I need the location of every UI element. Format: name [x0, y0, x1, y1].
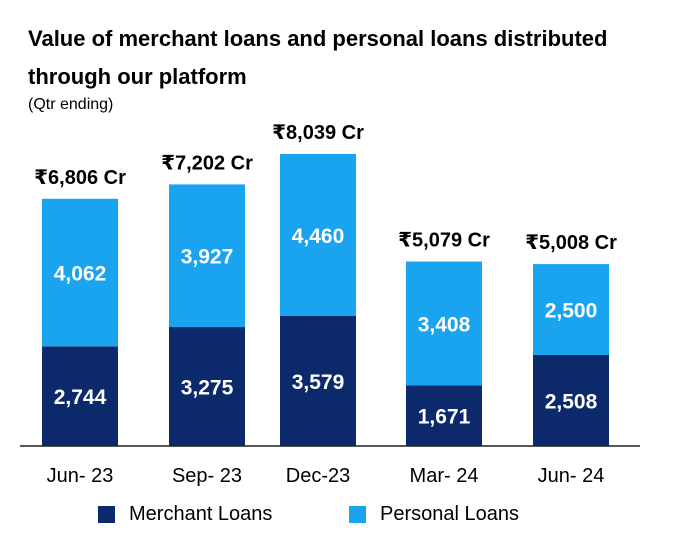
total-label-2: ₹7,202 Cr: [161, 152, 253, 174]
data-label-personal-1: 4,062: [54, 263, 107, 286]
data-label-personal-2: 3,927: [181, 246, 234, 269]
legend-item-personal: Personal Loans: [349, 503, 519, 526]
bar-merchant-2: [169, 327, 245, 446]
x-tick-label-1: Jun- 23: [47, 465, 114, 487]
bar-personal-3: [280, 154, 356, 317]
data-label-merchant-5: 2,508: [545, 390, 598, 413]
legend-label-merchant: Merchant Loans: [129, 503, 273, 525]
data-label-merchant-4: 1,671: [418, 406, 471, 429]
data-label-personal-5: 2,500: [545, 299, 598, 322]
x-tick-label-5: Jun- 24: [538, 465, 605, 487]
bar-merchant-1: [42, 346, 118, 446]
legend-label-personal: Personal Loans: [380, 503, 519, 525]
chart-subtitle: (Qtr ending): [28, 96, 114, 113]
total-label-5: ₹5,008 Cr: [525, 232, 617, 254]
total-label-1: ₹6,806 Cr: [34, 167, 126, 189]
x-tick-label-3: Dec-23: [286, 465, 350, 487]
x-tick-label-2: Sep- 23: [172, 465, 242, 487]
bar-personal-1: [42, 198, 118, 347]
total-label-4: ₹5,079 Cr: [398, 230, 490, 252]
x-tick-label-4: Mar- 24: [410, 465, 479, 487]
data-label-merchant-3: 3,579: [292, 371, 345, 394]
bar-personal-2: [169, 184, 245, 328]
total-label-3: ₹8,039 Cr: [272, 122, 364, 144]
legend-item-merchant: Merchant Loans: [98, 503, 272, 526]
bar-personal-4: [406, 261, 482, 386]
chart-title: Value of merchant loans and personal loa…: [28, 26, 608, 89]
legend: Merchant Loans Personal Loans: [0, 503, 686, 529]
data-label-personal-3: 4,460: [292, 225, 345, 248]
legend-swatch-merchant: [98, 506, 115, 523]
bar-personal-5: [533, 264, 609, 355]
data-label-merchant-1: 2,744: [54, 386, 107, 409]
bar-merchant-3: [280, 316, 356, 446]
stacked-bar-chart: 2,744 4,062 ₹6,806 Cr Jun- 23 3,275 3,927 ₹7,2…: [20, 122, 640, 487]
legend-swatch-personal: [349, 506, 366, 523]
data-label-personal-4: 3,408: [418, 313, 471, 336]
bar-merchant-4: [406, 385, 482, 446]
bar-merchant-5: [533, 354, 609, 446]
data-label-merchant-2: 3,275: [181, 377, 234, 400]
